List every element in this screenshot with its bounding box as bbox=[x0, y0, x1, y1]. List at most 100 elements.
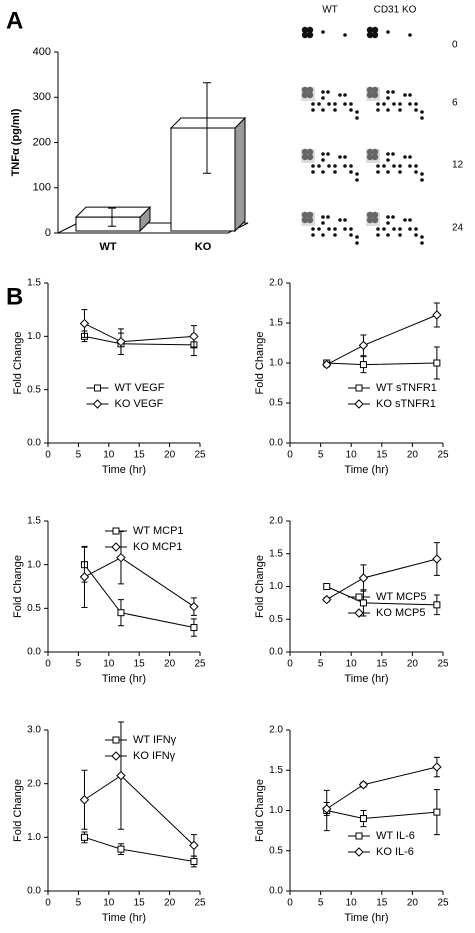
marker bbox=[116, 770, 126, 781]
blot-dot bbox=[321, 30, 325, 34]
legend-label: KO MCP5 bbox=[376, 607, 426, 619]
y-tick-label: 2.0 bbox=[269, 278, 283, 289]
blot-dot bbox=[391, 90, 395, 94]
blot-dot bbox=[321, 233, 325, 237]
y-tick-label: 1.0 bbox=[269, 358, 283, 369]
marker bbox=[189, 840, 199, 851]
x-tick-label: 15 bbox=[376, 450, 388, 461]
blot-dot bbox=[326, 152, 330, 156]
bar bbox=[75, 216, 141, 232]
blot-dot bbox=[343, 102, 347, 106]
marker bbox=[432, 554, 442, 564]
blot-dot bbox=[333, 170, 337, 174]
legend-marker bbox=[111, 751, 121, 761]
blot-dot bbox=[403, 93, 407, 97]
blot-dot bbox=[321, 221, 325, 225]
marker bbox=[190, 624, 198, 632]
blot-smear bbox=[301, 149, 315, 163]
x-tick-label: 10 bbox=[346, 898, 358, 909]
legend-label: KO IL-6 bbox=[376, 846, 414, 858]
x-axis-label: Time (hr) bbox=[102, 673, 146, 685]
y-tick-label: 3.0 bbox=[27, 725, 41, 736]
blot-smear bbox=[366, 87, 380, 101]
y-tick-label: 400 bbox=[33, 46, 51, 58]
blot-dot bbox=[321, 96, 325, 100]
y-tick-label: 0 bbox=[45, 227, 51, 239]
blot-dot bbox=[321, 90, 325, 94]
blot-dot bbox=[317, 102, 321, 106]
y-axis-label: Fold Change bbox=[254, 555, 266, 618]
x-tick-label: 5 bbox=[76, 450, 82, 461]
legend-marker bbox=[354, 399, 364, 409]
marker bbox=[432, 310, 442, 320]
error-bar bbox=[108, 207, 116, 227]
dot-blots bbox=[301, 26, 424, 245]
blot-dot bbox=[327, 102, 331, 106]
blot-dot bbox=[376, 164, 380, 168]
blot-dot bbox=[343, 164, 347, 168]
marker bbox=[359, 361, 367, 369]
blot-dot bbox=[355, 178, 359, 182]
x-tick-label: 5 bbox=[76, 659, 82, 670]
blot-dot bbox=[371, 31, 379, 39]
blot-dot bbox=[355, 241, 359, 245]
x-tick-label: 5 bbox=[318, 898, 324, 909]
marker bbox=[322, 594, 332, 605]
blot-dot bbox=[414, 233, 418, 237]
blot-dot bbox=[349, 108, 353, 112]
marker bbox=[116, 336, 126, 347]
series-line bbox=[84, 323, 194, 343]
blot-dot bbox=[343, 218, 347, 222]
y-axis-label: Fold Change bbox=[254, 779, 266, 842]
blot-dot bbox=[386, 158, 390, 162]
blot-dot bbox=[420, 178, 424, 182]
x-tick-label: 0 bbox=[45, 450, 51, 461]
y-tick-label: 2.0 bbox=[27, 778, 41, 789]
y-axis-label: Fold Change bbox=[12, 555, 24, 618]
y-tick-label: 0.5 bbox=[269, 614, 283, 625]
x-tick-label: 20 bbox=[164, 659, 176, 670]
blot-dot bbox=[386, 215, 390, 219]
legend-label: WT MCP5 bbox=[376, 591, 427, 603]
x-tick-label: 20 bbox=[407, 450, 419, 461]
blot-dot bbox=[420, 172, 424, 176]
marker bbox=[116, 552, 126, 563]
blot-dot bbox=[366, 26, 374, 34]
x-axis-label: Time (hr) bbox=[344, 673, 388, 685]
blot-dot bbox=[403, 218, 407, 222]
blot-dot bbox=[376, 227, 380, 231]
y-tick-label: 1.5 bbox=[269, 318, 283, 329]
error-bar bbox=[203, 82, 211, 174]
y-tick-label: 0.5 bbox=[27, 603, 41, 614]
blot-dot bbox=[326, 90, 330, 94]
blot-dot bbox=[343, 33, 347, 37]
blot-dot bbox=[386, 30, 390, 34]
blot-dot bbox=[349, 170, 353, 174]
blot-dot bbox=[398, 233, 402, 237]
blot-dot bbox=[398, 102, 402, 106]
x-tick-label: 5 bbox=[318, 659, 324, 670]
blot-dot bbox=[408, 227, 412, 231]
x-tick-label: 20 bbox=[407, 898, 419, 909]
x-tick-label: 10 bbox=[103, 898, 115, 909]
x-tick-label: 15 bbox=[134, 659, 146, 670]
x-tick-label: 5 bbox=[318, 450, 324, 461]
y-tick-label: 0.5 bbox=[269, 398, 283, 409]
x-axis-label: Time (hr) bbox=[344, 464, 388, 476]
blot-smear bbox=[301, 87, 315, 101]
blot-dot bbox=[392, 102, 396, 106]
blot-dot bbox=[338, 155, 342, 159]
blot-dot bbox=[398, 170, 402, 174]
blot-dot bbox=[386, 170, 390, 174]
marker bbox=[358, 340, 369, 351]
x-tick-label: 0 bbox=[45, 659, 51, 670]
x-tick-label: KO bbox=[195, 241, 212, 253]
y-tick-label: 1.5 bbox=[269, 765, 283, 776]
marker bbox=[359, 815, 367, 823]
x-tick-label: 20 bbox=[164, 898, 176, 909]
marker bbox=[433, 359, 441, 367]
x-tick-label: 10 bbox=[103, 659, 115, 670]
blot-dot bbox=[321, 158, 325, 162]
x-tick-label: 25 bbox=[194, 450, 206, 461]
